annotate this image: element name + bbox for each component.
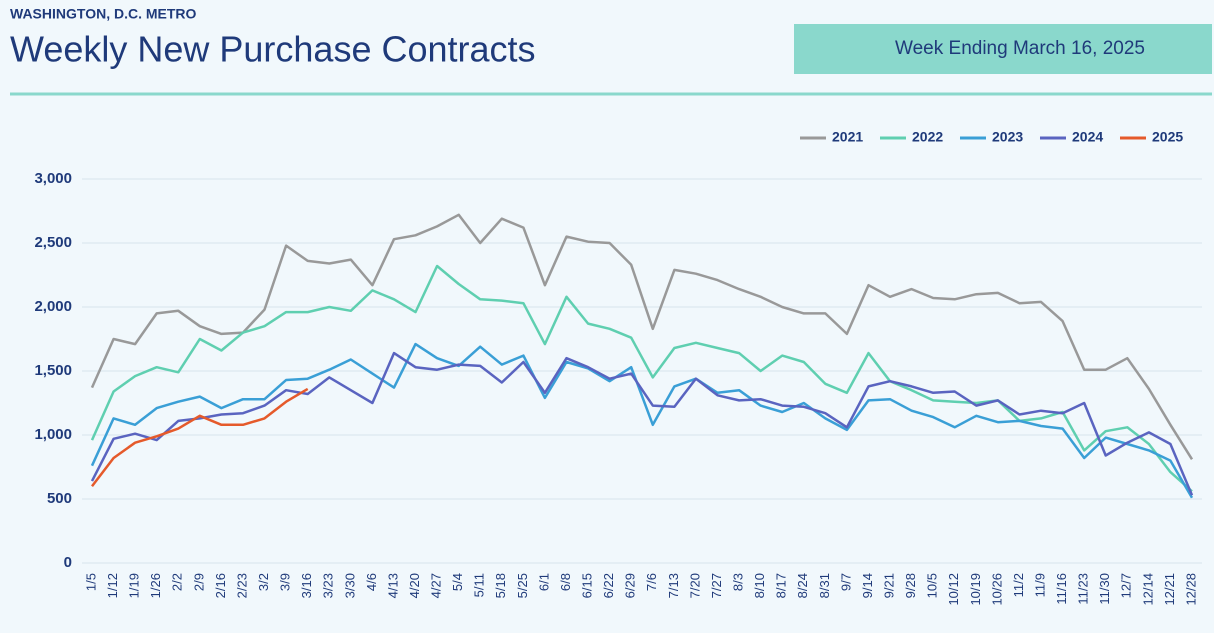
x-tick-label: 4/6 (364, 573, 379, 591)
legend-label: 2023 (992, 129, 1023, 145)
x-tick-label: 8/3 (730, 573, 745, 591)
x-tick-label: 5/18 (493, 573, 508, 598)
x-tick-label: 10/12 (946, 573, 961, 606)
series-line (90, 264, 1193, 493)
x-tick-label: 4/20 (407, 573, 422, 598)
y-tick-label: 2,000 (34, 298, 72, 315)
x-tick-label: 6/15 (580, 573, 595, 598)
y-tick-label: 1,000 (34, 426, 72, 443)
x-tick-label: 7/27 (709, 573, 724, 598)
badge-text: Week Ending March 16, 2025 (895, 38, 1145, 59)
x-tick-label: 3/2 (256, 573, 271, 591)
chart-title: Weekly New Purchase Contracts (10, 29, 536, 70)
x-tick-label: 1/26 (148, 573, 163, 598)
x-tick-label: 9/7 (838, 573, 853, 591)
x-tick-label: 7/20 (687, 573, 702, 598)
x-tick-label: 5/11 (472, 573, 487, 597)
x-tick-label: 5/4 (450, 573, 465, 591)
x-tick-label: 1/12 (105, 573, 120, 598)
x-tick-label: 6/29 (623, 573, 638, 598)
x-tick-label: 3/23 (321, 573, 336, 598)
series-line (90, 342, 1194, 499)
x-tick-label: 12/21 (1162, 573, 1177, 606)
y-tick-label: 2,500 (34, 234, 72, 251)
legend-label: 2024 (1072, 129, 1103, 145)
x-tick-label: 1/5 (83, 573, 98, 591)
x-tick-label: 5/25 (515, 573, 530, 598)
y-tick-label: 500 (47, 490, 72, 507)
x-tick-label: 11/23 (1076, 573, 1091, 605)
x-tick-label: 8/24 (795, 573, 810, 598)
x-tick-label: 8/17 (774, 573, 789, 598)
legend-label: 2025 (1152, 129, 1183, 145)
x-tick-label: 6/22 (601, 573, 616, 598)
x-tick-label: 2/9 (191, 573, 206, 591)
y-tick-label: 3,000 (34, 170, 72, 187)
series-line (90, 351, 1194, 496)
x-tick-label: 6/8 (558, 573, 573, 591)
x-tick-label: 12/28 (1183, 573, 1198, 606)
x-tick-label: 11/9 (1032, 573, 1047, 597)
y-tick-label: 0 (64, 554, 72, 571)
x-tick-label: 2/2 (170, 573, 185, 591)
legend-label: 2021 (832, 129, 863, 145)
x-tick-label: 3/9 (278, 573, 293, 591)
x-tick-label: 12/7 (1119, 573, 1134, 598)
x-tick-label: 9/28 (903, 573, 918, 598)
x-tick-label: 1/19 (127, 573, 142, 598)
series-line (90, 213, 1194, 460)
x-tick-label: 2/16 (213, 573, 228, 598)
x-tick-label: 9/14 (860, 573, 875, 598)
y-tick-label: 1,500 (34, 362, 72, 379)
x-tick-label: 2/23 (234, 573, 249, 598)
badge (794, 24, 1212, 74)
x-tick-label: 3/16 (299, 573, 314, 598)
x-tick-label: 4/27 (429, 573, 444, 598)
x-tick-label: 4/13 (385, 573, 400, 598)
region-label: WASHINGTON, D.C. METRO (10, 6, 197, 22)
series-line (91, 387, 309, 487)
x-tick-label: 11/16 (1054, 573, 1069, 605)
x-tick-label: 10/5 (925, 573, 940, 598)
x-tick-label: 8/10 (752, 573, 767, 598)
x-tick-label: 10/19 (968, 573, 983, 606)
x-tick-label: 7/6 (644, 573, 659, 591)
x-tick-label: 10/26 (989, 573, 1004, 606)
legend-label: 2022 (912, 129, 943, 145)
x-tick-label: 11/30 (1097, 573, 1112, 605)
x-tick-label: 6/1 (536, 573, 551, 591)
x-tick-label: 12/14 (1140, 573, 1155, 606)
x-tick-label: 8/31 (817, 573, 832, 598)
x-tick-label: 9/21 (881, 573, 896, 598)
x-tick-label: 11/2 (1011, 573, 1026, 597)
x-tick-label: 7/13 (666, 573, 681, 598)
x-tick-label: 3/30 (342, 573, 357, 598)
